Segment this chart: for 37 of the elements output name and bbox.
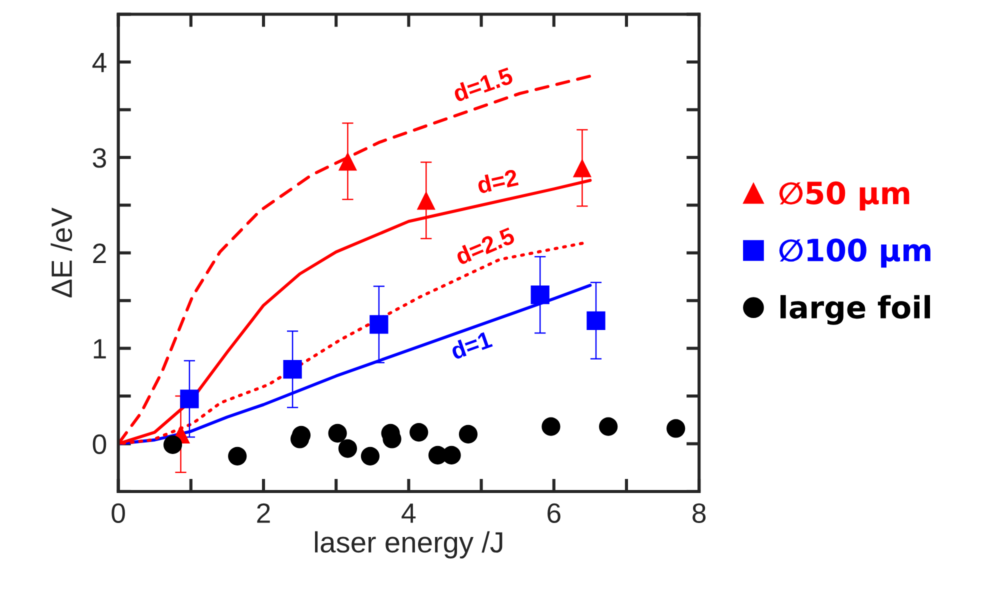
point bbox=[283, 360, 302, 379]
y-axis-title: ΔE /eV bbox=[50, 208, 72, 298]
legend-label: large foil bbox=[780, 295, 930, 325]
x-tick-label: 6 bbox=[548, 503, 560, 523]
point bbox=[180, 390, 199, 408]
x-tick-label: 8 bbox=[692, 503, 706, 523]
y-tick-label: 0 bbox=[92, 434, 106, 454]
point bbox=[228, 446, 247, 466]
y-tick-label: 3 bbox=[92, 148, 106, 168]
point bbox=[410, 422, 428, 442]
point bbox=[370, 315, 388, 334]
point bbox=[530, 286, 550, 304]
x-axis-title: laser energy /J bbox=[315, 531, 502, 558]
point bbox=[328, 424, 347, 443]
text: d=1 bbox=[450, 330, 493, 360]
point bbox=[360, 446, 380, 466]
point bbox=[666, 419, 686, 438]
legend-label: ∅50 μm bbox=[779, 181, 910, 210]
text: d=2 bbox=[476, 168, 519, 194]
point bbox=[572, 158, 592, 178]
legend-label: ∅100 μm bbox=[779, 238, 930, 268]
text: d=1.5 bbox=[452, 66, 514, 102]
text: d=2.5 bbox=[454, 226, 516, 266]
x-tick-label: 0 bbox=[112, 503, 125, 523]
y-tick-label: 1 bbox=[94, 339, 106, 358]
y-tick-label: 2 bbox=[93, 244, 106, 263]
point bbox=[338, 152, 358, 171]
point bbox=[163, 435, 182, 454]
point bbox=[599, 417, 618, 436]
point bbox=[542, 417, 560, 436]
point bbox=[416, 191, 436, 210]
x-tick-label: 2 bbox=[257, 503, 270, 523]
point bbox=[586, 311, 606, 330]
point bbox=[338, 439, 358, 458]
x-tick-label: 4 bbox=[402, 504, 416, 523]
y-tick-label: 4 bbox=[92, 52, 106, 72]
point bbox=[458, 424, 478, 444]
